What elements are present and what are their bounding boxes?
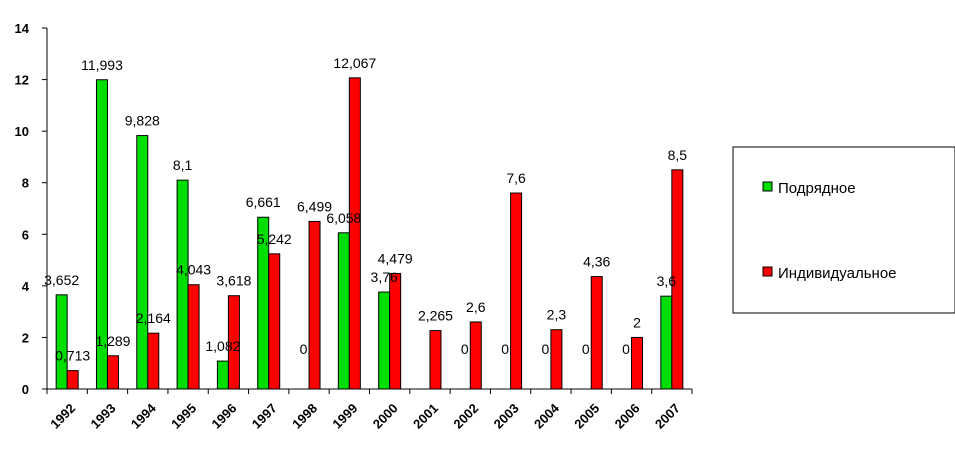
x-tick-label: 2003	[491, 401, 522, 432]
data-label-individualnoe: 2,265	[418, 308, 453, 324]
data-label-podryadnoe: 0	[300, 341, 308, 357]
y-tick-label: 14	[15, 21, 30, 36]
data-label-podryadnoe: 0	[582, 341, 590, 357]
x-tick-label: 2002	[450, 401, 481, 432]
x-tick-label: 1999	[329, 401, 360, 432]
x-tick-label: 2006	[612, 401, 643, 432]
chart-data-labels: 3,652 0,713 11,993 1,289 9,828 2,164 8,1 4,043 1…	[44, 55, 687, 364]
legend-label: Индивидуальное	[778, 265, 897, 282]
y-tick-label: 4	[22, 279, 30, 294]
data-label-individualnoe: 4,043	[176, 262, 211, 278]
bar-podryadnoe	[176, 179, 189, 390]
data-label-podryadnoe: 0	[461, 341, 469, 357]
legend-box	[732, 146, 955, 314]
x-tick-label: 1995	[168, 401, 199, 432]
data-label-podryadnoe: 0	[542, 341, 550, 357]
data-label-individualnoe: 0,713	[55, 348, 90, 364]
y-tick-label: 6	[22, 227, 29, 242]
data-label-podryadnoe: 1,082	[205, 338, 240, 354]
bar-podryadnoe	[95, 79, 108, 390]
bar-individualnoe	[227, 295, 240, 390]
y-tick-label: 2	[22, 330, 29, 345]
bar-individualnoe	[268, 253, 281, 390]
y-tick-label: 8	[22, 176, 29, 191]
x-tick-label: 1993	[88, 401, 119, 432]
legend-swatch	[762, 181, 773, 192]
bar-individualnoe	[590, 276, 603, 390]
bar-individualnoe	[510, 192, 523, 390]
data-label-individualnoe: 7,6	[506, 170, 526, 186]
bar-podryadnoe	[55, 294, 68, 390]
data-label-podryadnoe: 3,652	[44, 272, 79, 288]
data-label-podryadnoe: 0	[622, 341, 630, 357]
bar-individualnoe	[550, 329, 563, 390]
data-label-individualnoe: 2,164	[136, 310, 171, 326]
legend-label: Подрядное	[778, 180, 856, 197]
data-label-individualnoe: 8,5	[668, 147, 688, 163]
bar-individualnoe	[348, 77, 361, 390]
bar-individualnoe	[389, 273, 402, 390]
bar-individualnoe	[429, 330, 442, 390]
bar-individualnoe	[631, 336, 644, 390]
data-label-podryadnoe: 6,058	[326, 210, 361, 226]
data-label-individualnoe: 5,242	[257, 231, 292, 247]
data-label-podryadnoe: 0	[501, 341, 509, 357]
bar-individualnoe	[106, 355, 119, 390]
data-label-individualnoe: 4,479	[378, 251, 413, 267]
data-label-individualnoe: 2,6	[466, 299, 486, 315]
bar-individualnoe	[66, 370, 79, 390]
bar-podryadnoe	[378, 291, 391, 390]
data-label-individualnoe: 6,499	[297, 198, 332, 214]
data-label-individualnoe: 2,3	[547, 307, 567, 323]
bar-individualnoe	[308, 220, 321, 390]
data-label-individualnoe: 1,289	[95, 333, 130, 349]
data-label-podryadnoe: 9,828	[125, 113, 160, 129]
x-tick-label: 1996	[208, 401, 239, 432]
bar-individualnoe	[469, 321, 482, 390]
data-label-individualnoe: 12,067	[333, 55, 376, 71]
bar-podryadnoe	[216, 360, 229, 390]
y-tick-label: 10	[15, 124, 29, 139]
bar-individualnoe	[147, 332, 160, 390]
bar-podryadnoe	[337, 232, 350, 390]
bar-podryadnoe	[660, 295, 673, 390]
bar-podryadnoe	[136, 135, 149, 390]
legend-swatch	[762, 266, 773, 277]
x-tick-label: 2004	[531, 400, 563, 432]
data-label-podryadnoe: 8,1	[173, 157, 193, 173]
y-tick-label: 12	[15, 73, 29, 88]
data-label-podryadnoe: 3,6	[657, 273, 677, 289]
data-label-individualnoe: 3,618	[216, 273, 251, 289]
x-tick-label: 2007	[652, 401, 683, 432]
bar-individualnoe	[187, 284, 200, 390]
data-label-individualnoe: 4,36	[583, 254, 610, 270]
x-tick-label: 1994	[128, 400, 160, 432]
data-label-individualnoe: 2	[633, 314, 641, 330]
chart-bars	[55, 77, 684, 390]
data-label-podryadnoe: 11,993	[81, 57, 123, 73]
data-label-podryadnoe: 3,76	[371, 269, 398, 285]
x-tick-label: 1992	[47, 401, 78, 432]
x-tick-label: 2000	[370, 401, 401, 432]
x-tick-label: 2001	[410, 401, 441, 432]
bar-individualnoe	[671, 169, 684, 390]
x-tick-label: 2005	[571, 401, 602, 432]
chart-legend: Подрядное Индивидуальное	[732, 146, 955, 314]
y-tick-label: 0	[22, 382, 29, 397]
data-label-podryadnoe: 6,661	[246, 194, 281, 210]
x-tick-label: 1997	[249, 401, 280, 432]
x-tick-label: 1998	[289, 401, 320, 432]
